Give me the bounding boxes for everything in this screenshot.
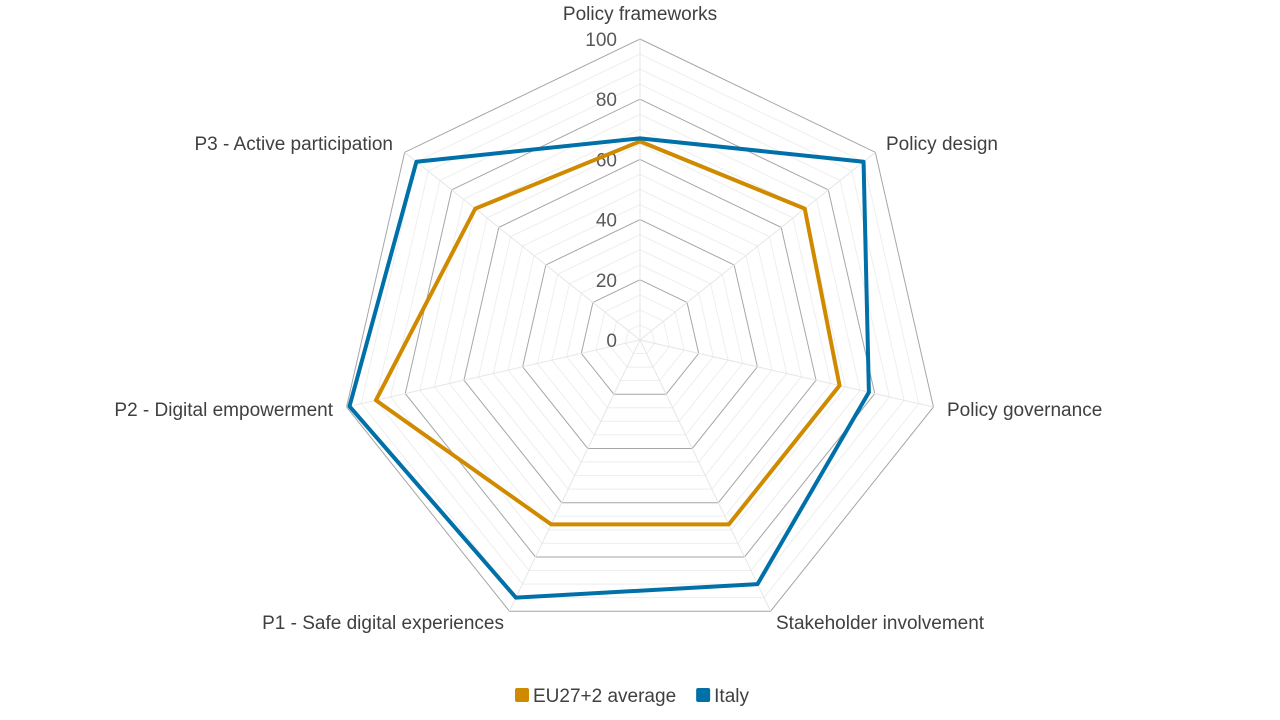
- minor-gridline: [536, 234, 744, 436]
- minor-gridline: [448, 143, 832, 517]
- spoke-line: [639, 339, 772, 612]
- category-label: P2 - Digital empowerment: [114, 400, 333, 421]
- spoke-line: [639, 339, 934, 408]
- legend-label: EU27+2 average: [533, 686, 676, 707]
- category-label: Policy design: [886, 134, 998, 155]
- legend-item: Italy: [696, 686, 749, 707]
- spoke-line: [508, 339, 641, 612]
- category-label: Stakeholder involvement: [776, 613, 985, 634]
- radial-tick-label: 100: [585, 30, 617, 51]
- legend-item: EU27+2 average: [515, 686, 676, 707]
- category-label: P1 - Safe digital experiences: [262, 613, 504, 634]
- minor-gridline: [478, 173, 802, 490]
- radar-spokes: [346, 39, 934, 612]
- series-1: [347, 136, 871, 600]
- minor-gridline: [551, 249, 729, 422]
- minor-gridline: [507, 203, 773, 463]
- series-0: [373, 139, 842, 527]
- radial-tick-label: 80: [596, 90, 617, 111]
- category-label: Policy frameworks: [563, 4, 717, 25]
- legend-label: Italy: [714, 686, 749, 707]
- major-gridline: [346, 38, 934, 612]
- legend: EU27+2 average Italy: [515, 686, 749, 707]
- minor-gridline: [595, 294, 685, 382]
- minor-gridline: [566, 264, 714, 409]
- minor-gridline: [390, 83, 890, 572]
- category-label: Policy governance: [947, 400, 1102, 421]
- category-label: P3 - Active participation: [194, 134, 393, 155]
- minor-gridline: [624, 324, 656, 355]
- category-labels: Policy frameworks Policy design Policy gov…: [114, 4, 1102, 634]
- minor-gridline: [610, 309, 670, 368]
- major-gridline: [580, 279, 700, 395]
- minor-gridline: [419, 113, 861, 544]
- legend-swatch: [515, 688, 529, 702]
- radial-tick-label: 0: [606, 331, 617, 352]
- radial-tick-label: 40: [596, 211, 617, 232]
- minor-gridline: [492, 188, 788, 477]
- major-gridline: [522, 219, 758, 449]
- major-gridline: [404, 98, 876, 558]
- series-line: [347, 136, 871, 600]
- legend-swatch: [696, 688, 711, 702]
- spoke-line: [346, 339, 641, 408]
- series-line: [373, 139, 842, 527]
- major-gridline: [463, 158, 817, 504]
- spoke-line: [639, 151, 876, 341]
- spoke-line: [404, 151, 641, 341]
- minor-gridline: [375, 68, 905, 585]
- data-series: [347, 136, 871, 600]
- radial-tick-label: 20: [596, 271, 617, 292]
